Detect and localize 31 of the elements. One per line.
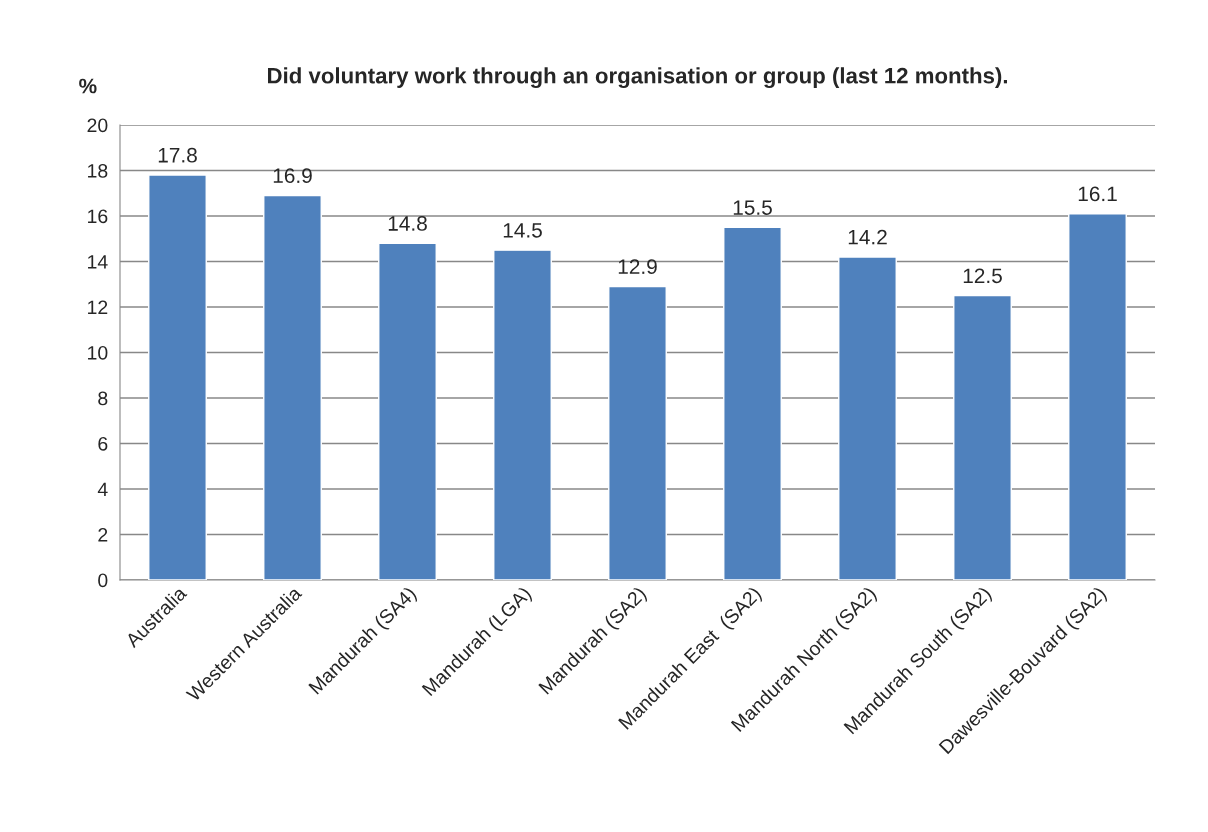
y-tick-label: 12 <box>88 300 108 315</box>
data-label: 14.8 <box>388 216 427 231</box>
y-tick-label: 16 <box>88 209 108 224</box>
data-label: 12.9 <box>618 259 657 275</box>
bar <box>608 285 667 580</box>
chart-title: Did voluntary work through an organisation or group (last 12 months). <box>268 67 1007 89</box>
bar <box>723 226 782 580</box>
y-tick-label: 18 <box>88 163 108 178</box>
y-tick-label: 10 <box>88 345 108 360</box>
y-tick-label: 14 <box>88 255 108 269</box>
y-axis-title: % <box>79 78 97 94</box>
y-tick-label: 8 <box>98 391 108 406</box>
y-tick-label: 20 <box>87 118 108 133</box>
data-label: 12.5 <box>963 268 1002 284</box>
data-label: 17.8 <box>158 147 197 163</box>
data-label: 14.5 <box>503 223 542 238</box>
y-tick-label: 6 <box>98 436 108 451</box>
bar <box>838 256 897 580</box>
data-label: 15.5 <box>733 200 772 215</box>
bar <box>263 194 322 580</box>
data-label: 14.2 <box>848 229 887 245</box>
data-label: 16.1 <box>1078 186 1117 202</box>
bar <box>148 174 207 580</box>
bar <box>953 294 1012 580</box>
bar <box>493 249 552 580</box>
data-label: 16.9 <box>273 168 312 184</box>
y-tick-label: 2 <box>98 527 108 542</box>
bar <box>1068 213 1127 580</box>
y-tick-label: 4 <box>97 482 108 497</box>
bar <box>378 242 437 580</box>
y-tick-label: 0 <box>98 573 108 588</box>
